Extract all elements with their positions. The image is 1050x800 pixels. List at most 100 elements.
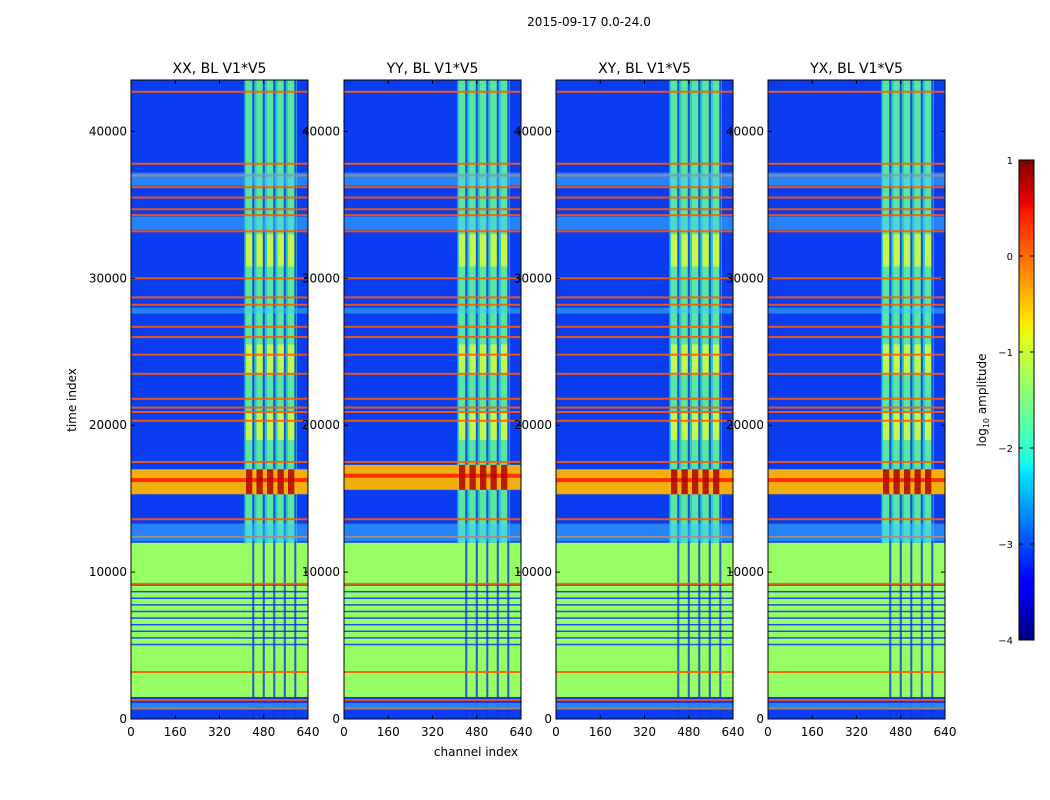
x-tick-label: 0 <box>340 725 348 739</box>
band-patch <box>713 234 720 267</box>
band-patch <box>469 234 476 267</box>
y-tick-label: 20000 <box>302 418 340 432</box>
rfi-line <box>344 419 521 422</box>
panel-2: YY, BL V1*V5 0 160 320 480 640 0 10000 20000 3000… <box>302 61 533 739</box>
rfi-block-column <box>925 469 932 495</box>
rfi-line <box>344 208 521 211</box>
panel-title: YY, BL V1*V5 <box>386 61 479 77</box>
flag-stripe <box>556 584 733 586</box>
x-tick-label: 480 <box>889 725 912 739</box>
band-patch <box>479 234 487 267</box>
cyan-band <box>556 307 733 314</box>
band-patch <box>882 234 890 267</box>
band-patch <box>469 344 476 374</box>
rfi-line <box>768 303 945 306</box>
rfi-line <box>131 325 308 328</box>
flag-stripe <box>131 597 308 600</box>
band-patch <box>681 413 688 440</box>
x-tick-label: 480 <box>465 725 488 739</box>
rfi-block-column <box>702 469 709 495</box>
y-tick-label: 40000 <box>726 124 764 138</box>
flag-stripe <box>344 623 521 626</box>
x-tick-label: 0 <box>552 725 560 739</box>
flag-stripe <box>768 637 945 639</box>
rfi-line <box>556 406 733 409</box>
x-tick-label: 0 <box>127 725 135 739</box>
x-tick-label: 640 <box>934 725 957 739</box>
rfi-block-column <box>469 464 476 490</box>
flag-stripe <box>131 604 308 606</box>
y-tick-label: 10000 <box>726 565 764 579</box>
band-patch <box>479 344 487 374</box>
band-patch <box>245 344 253 374</box>
flag-stripe <box>131 617 308 619</box>
band-patch <box>903 234 911 267</box>
y-tick-label: 0 <box>544 712 552 726</box>
x-tick-label: 320 <box>845 725 868 739</box>
rfi-line <box>768 419 945 422</box>
colorbar-tick-label: −4 <box>998 636 1013 647</box>
rfi-line <box>768 353 945 356</box>
cyan-band <box>344 523 521 542</box>
rfi-line <box>768 518 945 521</box>
rfi-line <box>131 296 308 299</box>
rfi-line <box>131 698 308 701</box>
y-tick-label: 30000 <box>726 271 764 285</box>
rfi-line <box>344 296 521 299</box>
rfi-line <box>131 196 308 199</box>
y-tick-label: 0 <box>332 712 340 726</box>
band-patch <box>893 413 900 440</box>
rfi-line <box>344 518 521 521</box>
x-tick-label: 160 <box>164 725 187 739</box>
band-patch <box>681 344 688 374</box>
x-tick-label: 320 <box>633 725 656 739</box>
rfi-line <box>344 325 521 328</box>
band-patch <box>670 413 678 440</box>
rfi-block-column <box>882 469 890 495</box>
colorbar-tick-label: −3 <box>998 540 1013 551</box>
rfi-line <box>131 397 308 400</box>
band-patch <box>691 344 699 374</box>
band-patch <box>914 234 921 267</box>
band-patch <box>501 344 508 374</box>
flag-stripe <box>556 597 733 600</box>
rfi-block-column <box>245 469 253 495</box>
band-patch <box>266 413 274 440</box>
rfi-line <box>344 582 521 585</box>
x-tick-label: 640 <box>297 725 320 739</box>
x-tick-label: 480 <box>677 725 700 739</box>
rfi-line <box>556 230 733 233</box>
band-patch <box>713 344 720 374</box>
band-patch <box>903 413 911 440</box>
y-tick-label: 30000 <box>302 271 340 285</box>
y-tick-label: 30000 <box>514 271 552 285</box>
band-patch <box>702 234 709 267</box>
band-patch <box>925 344 932 374</box>
y-tick-label: 20000 <box>726 418 764 432</box>
x-tick-label: 160 <box>801 725 824 739</box>
rfi-line <box>556 296 733 299</box>
flag-stripe <box>131 643 308 646</box>
y-tick-label: 20000 <box>514 418 552 432</box>
rfi-line <box>344 90 521 93</box>
rfi-line <box>556 582 733 585</box>
rfi-line <box>768 698 945 701</box>
rfi-block-column <box>501 464 508 490</box>
flag-stripe <box>344 630 521 633</box>
band-patch <box>702 344 709 374</box>
flagged-region <box>344 542 521 697</box>
colorbar-label-log: log <box>975 428 989 446</box>
rfi-line <box>344 353 521 356</box>
rfi-line <box>131 460 308 463</box>
band-patch <box>670 234 678 267</box>
rfi-line <box>556 372 733 375</box>
band-patch <box>882 344 890 374</box>
rfi-line <box>768 460 945 463</box>
rfi-line <box>344 397 521 400</box>
band-patch <box>713 413 720 440</box>
flag-stripe <box>768 610 945 613</box>
x-tick-label: 0 <box>764 725 772 739</box>
flag-stripe <box>131 630 308 633</box>
band-patch <box>925 413 932 440</box>
